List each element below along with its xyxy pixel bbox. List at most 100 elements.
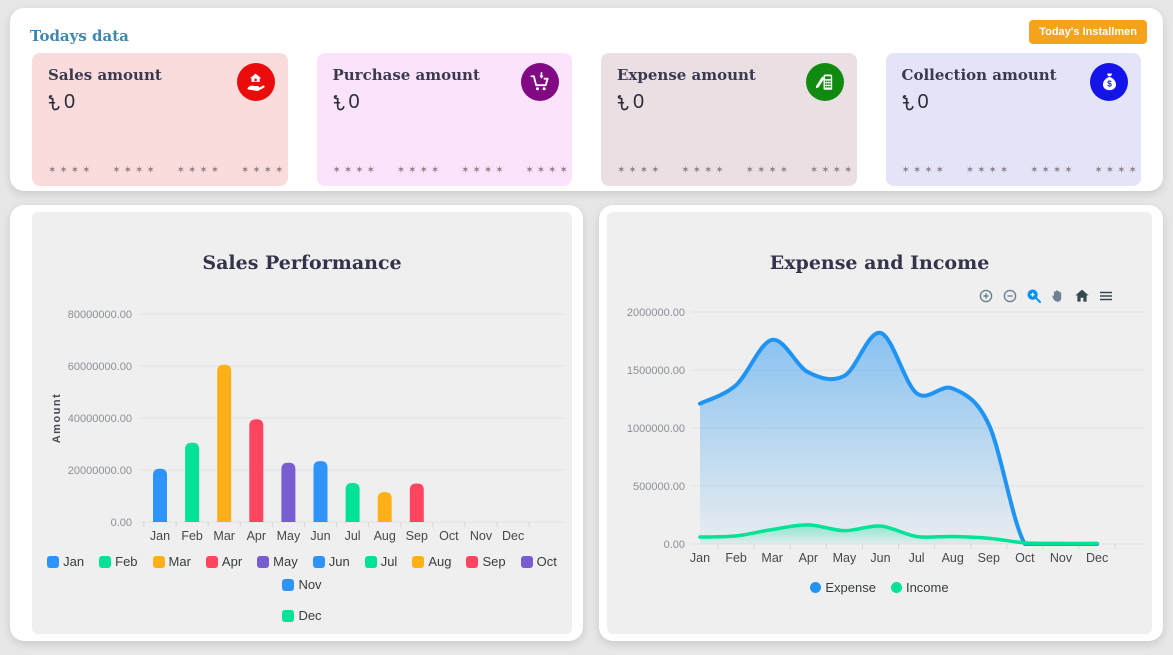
legend-item-jun[interactable]: Jun — [312, 554, 350, 569]
svg-text:Dec: Dec — [1086, 551, 1108, 565]
svg-text:Aug: Aug — [942, 551, 964, 565]
svg-text:0.00: 0.00 — [664, 539, 685, 551]
stat-card: Expense amount 0 ✶✶✶✶ ✶✶✶✶ ✶✶✶✶ ✶✶✶✶ — [601, 53, 857, 186]
taka-currency-icon — [333, 94, 345, 110]
stat-cards: Sales amount 0 ✶✶✶✶ ✶✶✶✶ ✶✶✶✶ ✶✶✶✶ Purch… — [32, 53, 1141, 186]
stat-card-title: Sales amount — [48, 66, 162, 84]
expense-chart-legend: Expense Income — [607, 580, 1152, 595]
expense-income-chart: 0.00 500000.00 1000000.00 1500000.00 2000000… — [627, 307, 1145, 565]
home-icon[interactable] — [1074, 288, 1090, 304]
sales-performance-panel: Sales Performance 0.00 20000000.00 4000000… — [10, 205, 583, 641]
stat-card: Collection amount 0 $ ✶✶✶✶ ✶✶✶✶ ✶✶✶✶ ✶✶✶… — [885, 53, 1141, 186]
svg-text:500000.00: 500000.00 — [633, 481, 685, 493]
section-title: Todays data — [30, 27, 129, 45]
stat-card-amount: 0 — [348, 91, 360, 113]
card-number-mask: ✶✶✶✶ ✶✶✶✶ ✶✶✶✶ ✶✶✶✶ — [617, 165, 856, 176]
svg-text:0.00: 0.00 — [111, 517, 132, 529]
svg-text:1000000.00: 1000000.00 — [627, 423, 685, 435]
stat-card-title: Expense amount — [617, 66, 756, 84]
svg-text:40000000.00: 40000000.00 — [68, 413, 132, 425]
svg-text:60000000.00: 60000000.00 — [68, 361, 132, 373]
pan-icon[interactable] — [1050, 288, 1066, 304]
svg-text:Mar: Mar — [213, 529, 235, 543]
stat-card-value: 0 — [617, 91, 841, 114]
svg-text:1500000.00: 1500000.00 — [627, 365, 685, 377]
legend-marker — [520, 555, 533, 568]
stat-card: Purchase amount 0 ✶✶✶✶ ✶✶✶✶ ✶✶✶✶ ✶✶✶✶ — [316, 53, 572, 186]
svg-text:Jun: Jun — [870, 551, 890, 565]
sales-chart-title: Sales Performance — [202, 252, 402, 274]
svg-text:Amount: Amount — [51, 393, 63, 444]
todays-installment-button[interactable]: Today's Installmen — [1029, 20, 1147, 44]
legend-marker — [152, 555, 165, 568]
legend-item-mar[interactable]: Mar — [152, 554, 191, 569]
hand-holding-house-icon — [236, 63, 275, 101]
legend-marker — [282, 609, 295, 622]
card-number-mask: ✶✶✶✶ ✶✶✶✶ ✶✶✶✶ ✶✶✶✶ — [332, 165, 571, 176]
expense-income-card: Expense and Income 0.00 500000.00 1000000.… — [607, 212, 1152, 634]
stat-card-title: Collection amount — [901, 66, 1057, 84]
todays-data-panel: Todays data Today's Installmen Sales amo… — [10, 8, 1163, 191]
legend-item-expense[interactable]: Expense — [810, 580, 876, 595]
legend-marker — [205, 555, 218, 568]
legend-item-oct[interactable]: Oct — [520, 554, 557, 569]
legend-item-jan[interactable]: Jan — [47, 554, 84, 569]
stat-card-value: 0 — [333, 91, 557, 114]
svg-text:Jan: Jan — [690, 551, 710, 565]
legend-item-sep[interactable]: Sep — [466, 554, 506, 569]
svg-text:Oct: Oct — [1015, 551, 1035, 565]
svg-text:Sep: Sep — [978, 551, 1000, 565]
legend-item-aug[interactable]: Aug — [412, 554, 451, 569]
legend-item-nov[interactable]: Nov — [282, 577, 322, 592]
legend-item-income[interactable]: Income — [890, 580, 949, 595]
selection-zoom-icon[interactable] — [1026, 288, 1042, 304]
menu-icon[interactable] — [1098, 288, 1114, 304]
cart-arrow-down-icon — [521, 63, 559, 101]
legend-marker — [890, 582, 902, 593]
taka-currency-icon — [48, 94, 60, 110]
svg-text:Nov: Nov — [1050, 551, 1073, 565]
legend-item-dec[interactable]: Dec — [282, 608, 322, 623]
legend-item-apr[interactable]: Apr — [205, 554, 242, 569]
calculator-pen-icon — [805, 63, 844, 101]
legend-marker — [810, 582, 822, 593]
legend-item-may[interactable]: May — [257, 554, 298, 569]
svg-text:Jun: Jun — [310, 529, 330, 543]
zoom-in-icon[interactable] — [978, 288, 994, 304]
legend-item-feb[interactable]: Feb — [99, 554, 138, 569]
stat-card-amount: 0 — [64, 91, 76, 113]
svg-text:Apr: Apr — [799, 551, 818, 565]
legend-marker — [412, 555, 425, 568]
stat-card-value: 0 — [902, 91, 1126, 114]
svg-text:Feb: Feb — [181, 529, 203, 543]
stat-card-title: Purchase amount — [332, 66, 480, 84]
svg-text:Feb: Feb — [725, 551, 747, 565]
legend-marker — [312, 555, 325, 568]
svg-text:Jul: Jul — [345, 529, 361, 543]
sales-performance-chart: 0.00 20000000.00 40000000.00 60000000.00 800… — [51, 309, 564, 543]
svg-text:2000000.00: 2000000.00 — [627, 307, 685, 319]
svg-text:Sep: Sep — [406, 529, 428, 543]
chart-toolbar — [978, 288, 1114, 304]
legend-marker — [466, 555, 479, 568]
legend-marker — [99, 555, 112, 568]
stat-card-value: 0 — [48, 91, 272, 114]
stat-card: Sales amount 0 ✶✶✶✶ ✶✶✶✶ ✶✶✶✶ ✶✶✶✶ — [32, 53, 288, 186]
legend-marker — [364, 555, 377, 568]
legend-item-jul[interactable]: Jul — [364, 554, 397, 569]
expense-income-panel: Expense and Income 0.00 500000.00 1000000.… — [599, 205, 1163, 641]
svg-text:$: $ — [1107, 79, 1112, 88]
legend-marker — [47, 555, 60, 568]
zoom-out-icon[interactable] — [1002, 288, 1018, 304]
svg-text:Apr: Apr — [247, 529, 266, 543]
stat-card-amount: 0 — [917, 91, 929, 113]
taka-currency-icon — [902, 94, 914, 110]
card-number-mask: ✶✶✶✶ ✶✶✶✶ ✶✶✶✶ ✶✶✶✶ — [901, 165, 1140, 176]
taka-currency-icon — [617, 94, 629, 110]
sales-performance-card: Sales Performance 0.00 20000000.00 4000000… — [32, 212, 572, 634]
svg-text:Nov: Nov — [470, 529, 493, 543]
svg-text:May: May — [833, 551, 857, 565]
svg-text:Oct: Oct — [439, 529, 459, 543]
svg-text:Jul: Jul — [909, 551, 925, 565]
stat-card-amount: 0 — [633, 91, 645, 113]
